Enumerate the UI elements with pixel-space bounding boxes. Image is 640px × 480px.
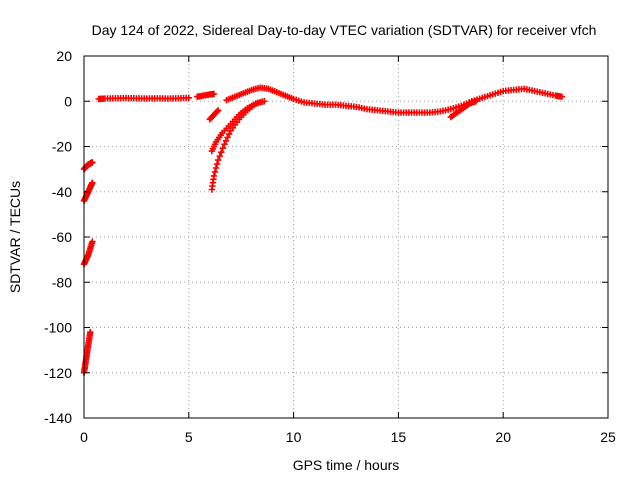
data-point <box>558 93 566 100</box>
x-tick-label: 0 <box>80 429 88 445</box>
data-point <box>89 159 96 166</box>
data-point <box>89 179 96 186</box>
series-arc-main-1 <box>95 94 192 103</box>
data-point <box>222 137 230 145</box>
data-point <box>261 98 268 105</box>
series-layer <box>80 84 566 376</box>
plot-frame <box>83 55 609 419</box>
y-axis-label: SDTVAR / TECUs <box>7 181 23 293</box>
data-point <box>89 238 96 245</box>
series-arc-h <box>447 98 480 121</box>
series-arc-d <box>80 328 94 376</box>
series-arc-f <box>208 98 268 155</box>
data-point <box>224 134 231 141</box>
x-tick-label: 10 <box>286 429 302 445</box>
y-tick-label: -100 <box>44 320 72 336</box>
x-tick-label: 25 <box>600 429 616 445</box>
y-tick-label: -60 <box>52 229 72 245</box>
y-tick-label: 0 <box>64 93 72 109</box>
x-tick-label: 15 <box>391 429 407 445</box>
y-tick-label: -120 <box>44 365 72 381</box>
grid <box>84 56 608 418</box>
data-point <box>185 94 192 102</box>
data-point <box>213 160 221 168</box>
data-point <box>219 144 227 152</box>
data-point <box>216 152 223 160</box>
data-point <box>225 130 233 138</box>
y-tick-label: -140 <box>44 410 72 426</box>
series-arc-main-3 <box>223 84 566 116</box>
x-axis-label: GPS time / hours <box>293 457 400 473</box>
y-tick-label: -20 <box>52 139 72 155</box>
y-tick-label: -40 <box>52 184 72 200</box>
x-tick-label: 20 <box>495 429 511 445</box>
data-point <box>214 156 222 164</box>
data-point <box>472 98 480 105</box>
data-point <box>210 172 218 180</box>
series-arc-a <box>80 159 96 173</box>
axis-ticks: 0 5 10 15 20 25 -140 -120 -100 -80 -60 -40 -20 0 20 <box>44 48 616 445</box>
data-point <box>87 328 94 336</box>
data-point <box>214 107 222 114</box>
data-point <box>213 108 221 115</box>
data-point <box>211 168 219 176</box>
y-tick-label: 20 <box>56 48 72 64</box>
series-arc-e <box>206 107 222 123</box>
chart-title: Day 124 of 2022, Sidereal Day-to-day VTE… <box>92 22 597 38</box>
series-arc-main-2 <box>193 90 218 100</box>
x-tick-label: 5 <box>185 429 193 445</box>
series-arc-c <box>80 238 96 268</box>
data-point <box>210 90 218 98</box>
data-point <box>221 141 228 148</box>
data-point <box>212 164 220 172</box>
data-point <box>218 148 225 156</box>
series-arc-g <box>208 98 268 193</box>
y-tick-label: -80 <box>52 274 72 290</box>
